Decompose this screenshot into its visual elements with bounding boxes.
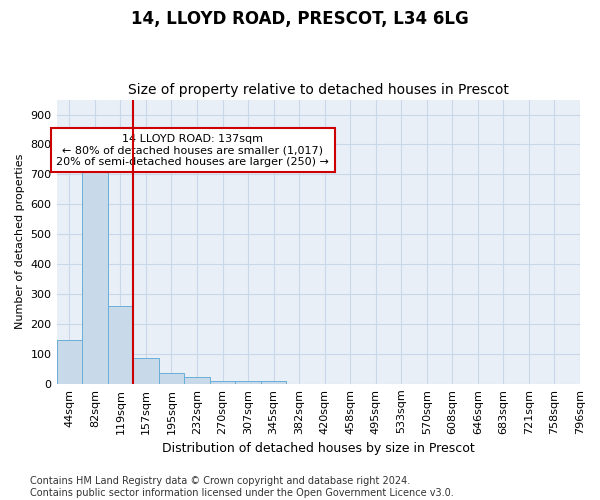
Bar	[56, 340, 82, 384]
Text: 14 LLOYD ROAD: 137sqm
← 80% of detached houses are smaller (1,017)
20% of semi-d: 14 LLOYD ROAD: 137sqm ← 80% of detached …	[56, 134, 329, 167]
Bar	[261, 381, 286, 384]
Bar	[158, 372, 184, 384]
Bar	[107, 306, 133, 384]
Bar	[133, 358, 158, 384]
Bar	[82, 172, 107, 384]
Y-axis label: Number of detached properties: Number of detached properties	[15, 154, 25, 330]
Text: 14, LLOYD ROAD, PRESCOT, L34 6LG: 14, LLOYD ROAD, PRESCOT, L34 6LG	[131, 10, 469, 28]
Bar	[210, 381, 235, 384]
Bar	[184, 377, 210, 384]
Bar	[235, 382, 261, 384]
Title: Size of property relative to detached houses in Prescot: Size of property relative to detached ho…	[128, 83, 509, 97]
X-axis label: Distribution of detached houses by size in Prescot: Distribution of detached houses by size …	[162, 442, 475, 455]
Text: Contains HM Land Registry data © Crown copyright and database right 2024.
Contai: Contains HM Land Registry data © Crown c…	[30, 476, 454, 498]
